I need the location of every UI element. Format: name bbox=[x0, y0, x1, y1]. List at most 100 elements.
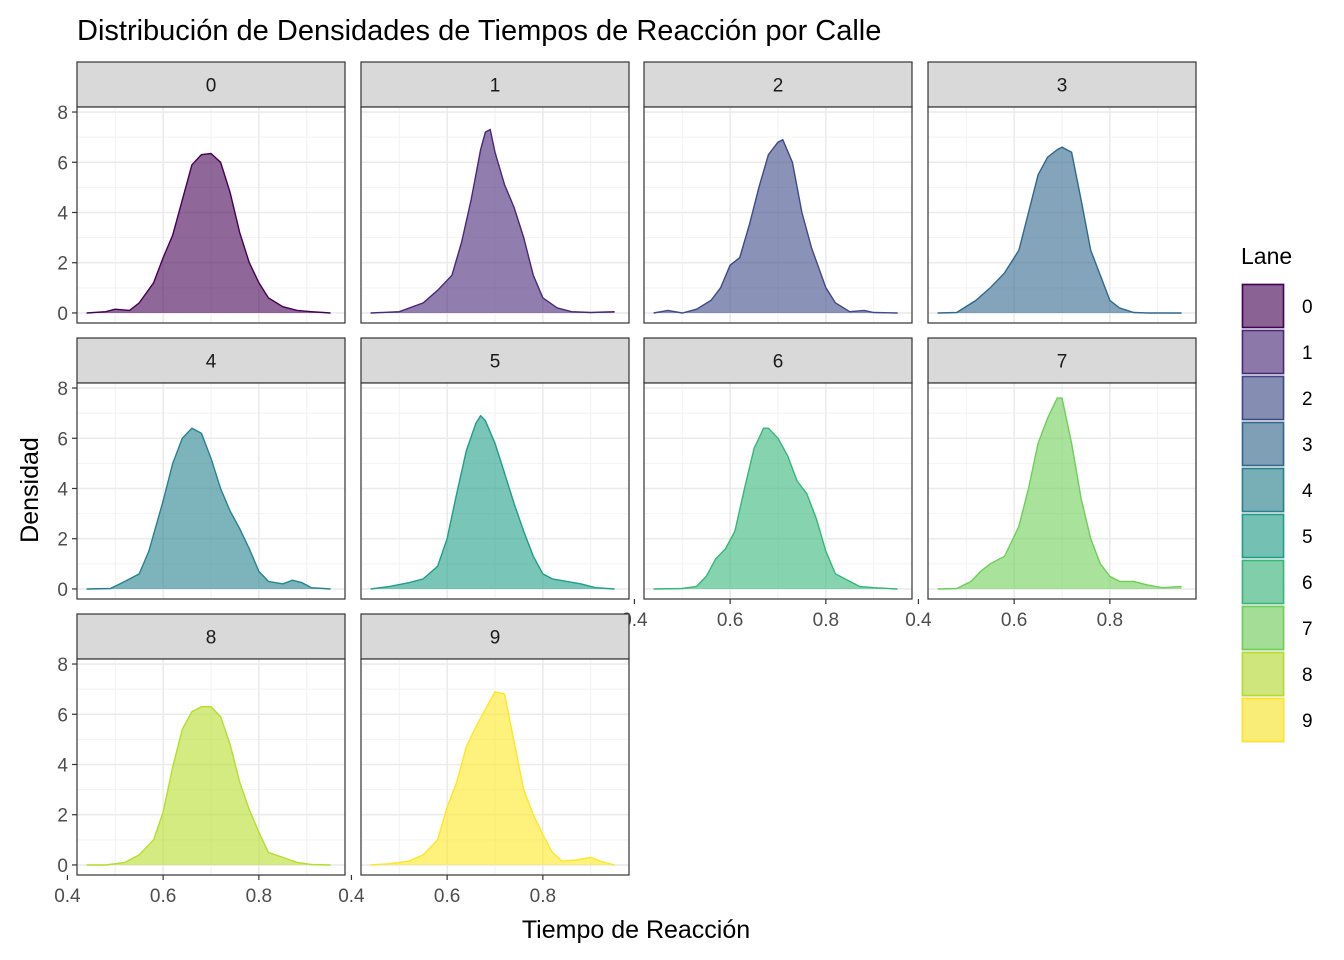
x-tick-label: 0.8 bbox=[1097, 610, 1123, 631]
facet-strip-label: 6 bbox=[773, 352, 784, 373]
x-tick-label: 0.8 bbox=[530, 886, 556, 907]
y-tick-label: 2 bbox=[57, 806, 68, 827]
x-tick-label: 0.6 bbox=[717, 610, 743, 631]
legend-label: 0 bbox=[1302, 297, 1313, 318]
x-tick-label: 0.4 bbox=[54, 886, 81, 907]
density-area bbox=[370, 691, 615, 865]
legend-key bbox=[1241, 697, 1285, 743]
y-tick-label: 0 bbox=[57, 856, 68, 877]
legend-label: 3 bbox=[1302, 435, 1313, 456]
y-tick-label: 6 bbox=[57, 153, 68, 174]
facet-panel: 60.4 0.6 0.8 bbox=[621, 337, 913, 631]
legend-label: 4 bbox=[1302, 481, 1313, 502]
facet-strip-label: 3 bbox=[1057, 76, 1068, 97]
facet-strip bbox=[360, 61, 630, 108]
legend-item: 3 bbox=[1241, 421, 1313, 467]
legend-key bbox=[1241, 329, 1285, 375]
y-tick-label: 6 bbox=[57, 705, 68, 726]
x-tick-label: 0.6 bbox=[434, 886, 460, 907]
facet-strip bbox=[76, 61, 346, 108]
facet-panel: 9 0.4 0.6 0.8 bbox=[338, 613, 630, 907]
y-tick-label: 0 bbox=[57, 580, 68, 601]
density-line bbox=[86, 427, 331, 590]
facet-strip bbox=[360, 337, 630, 384]
density-line bbox=[370, 128, 615, 314]
density-line bbox=[937, 146, 1182, 314]
panel-border bbox=[643, 106, 913, 324]
legend-item: 9 bbox=[1241, 697, 1313, 743]
panel-border bbox=[76, 382, 346, 600]
legend-key bbox=[1241, 651, 1285, 697]
density-line bbox=[653, 138, 898, 314]
panel-border bbox=[76, 658, 346, 876]
facet-panel: 0 0 2 4 6 8 bbox=[57, 61, 346, 325]
x-tick-label: 0.6 bbox=[150, 886, 176, 907]
density-area bbox=[370, 129, 615, 313]
legend-item: 1 bbox=[1241, 329, 1313, 375]
facet-strip bbox=[927, 337, 1197, 384]
legend-key bbox=[1241, 605, 1285, 651]
legend-key bbox=[1241, 375, 1285, 421]
facet-strip bbox=[76, 337, 346, 384]
facet-panel: 5 bbox=[360, 337, 630, 600]
panel-border bbox=[360, 658, 630, 876]
y-tick-label: 8 bbox=[57, 379, 68, 400]
facet-strip-label: 7 bbox=[1057, 352, 1068, 373]
facet-strip-label: 0 bbox=[206, 76, 217, 97]
facet-strip bbox=[643, 61, 913, 108]
legend-key bbox=[1241, 513, 1285, 559]
y-tick-label: 2 bbox=[57, 254, 68, 275]
legend-label: 5 bbox=[1302, 527, 1313, 548]
density-line bbox=[370, 414, 615, 590]
density-area bbox=[937, 147, 1182, 313]
x-tick-label: 0.8 bbox=[813, 610, 839, 631]
panel-border bbox=[927, 106, 1197, 324]
facet-strip-label: 8 bbox=[206, 628, 217, 649]
legend-label: 1 bbox=[1302, 343, 1313, 364]
legend-key bbox=[1241, 283, 1285, 329]
y-tick-label: 8 bbox=[57, 655, 68, 676]
panel-border bbox=[360, 106, 630, 324]
legend-item: 2 bbox=[1241, 375, 1313, 421]
x-axis-title: Tiempo de Reacción bbox=[522, 916, 750, 944]
facet-strip-label: 1 bbox=[490, 76, 501, 97]
legend-label: 6 bbox=[1302, 573, 1313, 594]
y-tick-label: 8 bbox=[57, 103, 68, 124]
x-tick-label: 0.4 bbox=[905, 610, 932, 631]
x-tick-label: 0.4 bbox=[338, 886, 365, 907]
facet-panel: 4 0 2 4 6 8 bbox=[57, 337, 346, 601]
y-tick-label: 4 bbox=[57, 755, 68, 776]
density-area bbox=[937, 398, 1182, 589]
y-tick-label: 6 bbox=[57, 429, 68, 450]
legend-label: 9 bbox=[1302, 711, 1313, 732]
y-tick-label: 0 bbox=[57, 304, 68, 325]
density-area bbox=[86, 428, 331, 589]
y-tick-label: 2 bbox=[57, 530, 68, 551]
facet-strip-label: 4 bbox=[206, 352, 217, 373]
legend-key bbox=[1241, 421, 1285, 467]
density-line bbox=[86, 152, 331, 314]
panel-border bbox=[643, 382, 913, 600]
density-line bbox=[937, 397, 1182, 590]
legend-item: 7 bbox=[1241, 605, 1313, 651]
panel-border bbox=[927, 382, 1197, 600]
legend-key bbox=[1241, 559, 1285, 605]
legend-item: 6 bbox=[1241, 559, 1313, 605]
density-area bbox=[370, 415, 615, 589]
density-area bbox=[653, 428, 898, 589]
panel-border bbox=[76, 106, 346, 324]
y-tick-label: 4 bbox=[57, 479, 68, 500]
density-area bbox=[653, 139, 898, 313]
legend-item: 4 bbox=[1241, 467, 1313, 513]
legend-key bbox=[1241, 467, 1285, 513]
facet-strip-label: 5 bbox=[490, 352, 501, 373]
facet-panel: 3 bbox=[927, 61, 1197, 324]
legend-title: Lane bbox=[1241, 243, 1292, 269]
facet-strip bbox=[76, 613, 346, 660]
facet-strip-label: 2 bbox=[773, 76, 784, 97]
density-area bbox=[86, 153, 331, 313]
x-tick-label: 0.6 bbox=[1001, 610, 1027, 631]
panel-border bbox=[360, 382, 630, 600]
